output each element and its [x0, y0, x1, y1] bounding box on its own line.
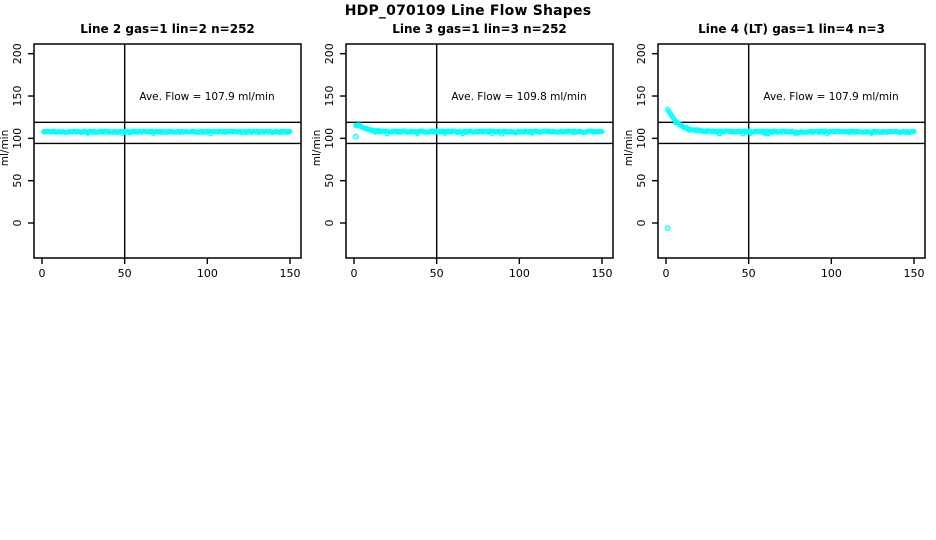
- plot-box: [657, 43, 926, 259]
- x-tick-label: 0: [351, 267, 358, 280]
- x-tick-label: 50: [430, 267, 444, 280]
- x-tick-label: 50: [118, 267, 132, 280]
- data-point: [287, 128, 293, 134]
- panel-title: Line 3 gas=1 lin=3 n=252: [392, 22, 567, 36]
- y-tick-label: 50: [635, 174, 648, 188]
- plot-box: [33, 43, 302, 259]
- figure-title: HDP_070109 Line Flow Shapes: [344, 3, 592, 19]
- y-tick-label: 200: [323, 43, 336, 64]
- outlier-point: [352, 133, 359, 140]
- panel-title: Line 2 gas=1 lin=2 n=252: [80, 22, 255, 36]
- outlier-point: [664, 225, 671, 232]
- data-point: [911, 128, 917, 134]
- y-tick-label: 100: [323, 128, 336, 149]
- y-tick-label: 50: [323, 174, 336, 188]
- y-tick-label: 150: [323, 86, 336, 107]
- x-tick-label: 150: [591, 267, 612, 280]
- y-tick-label: 150: [635, 86, 648, 107]
- panel-3: 0 50 100 150 0 50 100 150 200 ml/min Line 4 (LT) g…: [623, 22, 926, 280]
- x-tick-label: 100: [509, 267, 530, 280]
- y-tick-label: 0: [11, 220, 24, 227]
- panel-title: Line 4 (LT) gas=1 lin=4 n=3: [698, 22, 885, 36]
- series-points: [353, 122, 605, 137]
- avg-flow-annotation: Ave. Flow = 107.9 ml/min: [763, 91, 898, 103]
- x-tick-label: 150: [903, 267, 924, 280]
- series-points: [41, 128, 293, 137]
- y-axis-label: ml/min: [0, 130, 11, 166]
- y-tick-label: 100: [11, 128, 24, 149]
- y-tick-label: 0: [635, 220, 648, 227]
- x-tick-label: 0: [663, 267, 670, 280]
- y-tick-label: 200: [635, 43, 648, 64]
- y-tick-label: 0: [323, 220, 336, 227]
- avg-flow-annotation: Ave. Flow = 109.8 ml/min: [451, 91, 586, 103]
- data-point: [599, 129, 605, 135]
- x-tick-label: 0: [39, 267, 46, 280]
- y-axis-label: ml/min: [311, 130, 323, 166]
- y-tick-label: 50: [11, 174, 24, 188]
- y-tick-label: 100: [635, 128, 648, 149]
- avg-flow-annotation: Ave. Flow = 107.9 ml/min: [139, 91, 274, 103]
- x-tick-label: 50: [742, 267, 756, 280]
- panel-2: 0 50 100 150 0 50 100 150 200 ml/min Line 3 gas=1 …: [311, 22, 614, 280]
- y-tick-label: 200: [11, 43, 24, 64]
- plot-box: [345, 43, 614, 259]
- series-points: [665, 106, 917, 137]
- y-axis-label: ml/min: [623, 130, 635, 166]
- x-tick-label: 100: [197, 267, 218, 280]
- panel-1: 0 50 100 150 0 50 100 150 200 ml/min Line 2 gas=1 …: [0, 22, 302, 280]
- x-tick-label: 150: [279, 267, 300, 280]
- x-tick-label: 100: [821, 267, 842, 280]
- y-tick-label: 150: [11, 86, 24, 107]
